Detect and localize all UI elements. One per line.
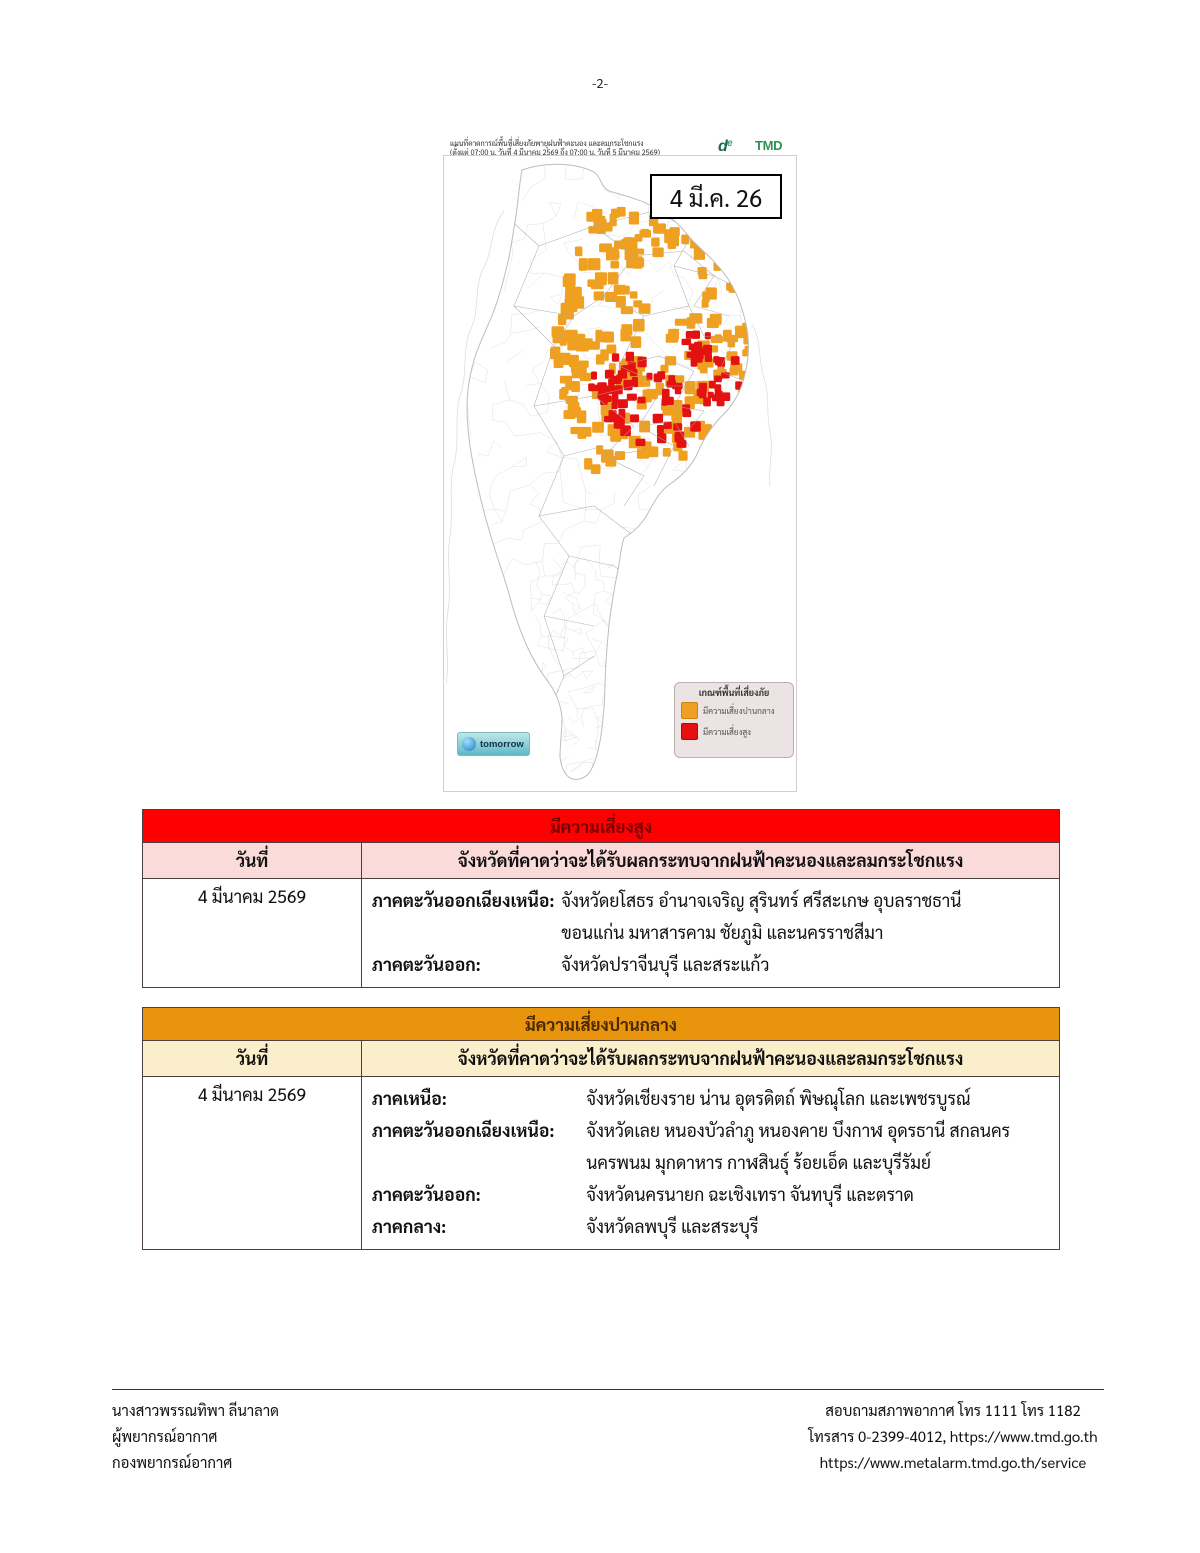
svg-text:TMD: TMD: [755, 138, 782, 153]
svg-text:e: e: [727, 138, 733, 149]
